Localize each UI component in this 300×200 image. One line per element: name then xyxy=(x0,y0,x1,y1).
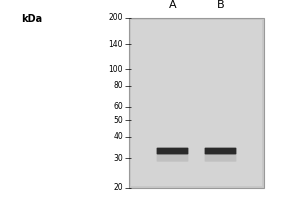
Text: 200: 200 xyxy=(109,13,123,22)
Text: B: B xyxy=(217,0,224,10)
Text: 60: 60 xyxy=(113,102,123,111)
Text: 30: 30 xyxy=(113,154,123,163)
FancyBboxPatch shape xyxy=(205,148,236,154)
Text: A: A xyxy=(169,0,176,10)
FancyBboxPatch shape xyxy=(205,154,236,162)
FancyBboxPatch shape xyxy=(157,154,188,162)
Text: kDa: kDa xyxy=(21,14,42,24)
FancyBboxPatch shape xyxy=(129,18,264,188)
Text: 80: 80 xyxy=(113,81,123,90)
Text: 40: 40 xyxy=(113,132,123,141)
Text: 140: 140 xyxy=(109,40,123,49)
FancyBboxPatch shape xyxy=(157,148,188,154)
Text: 20: 20 xyxy=(113,184,123,192)
Text: 100: 100 xyxy=(109,65,123,74)
Text: 50: 50 xyxy=(113,116,123,125)
FancyBboxPatch shape xyxy=(131,20,262,186)
